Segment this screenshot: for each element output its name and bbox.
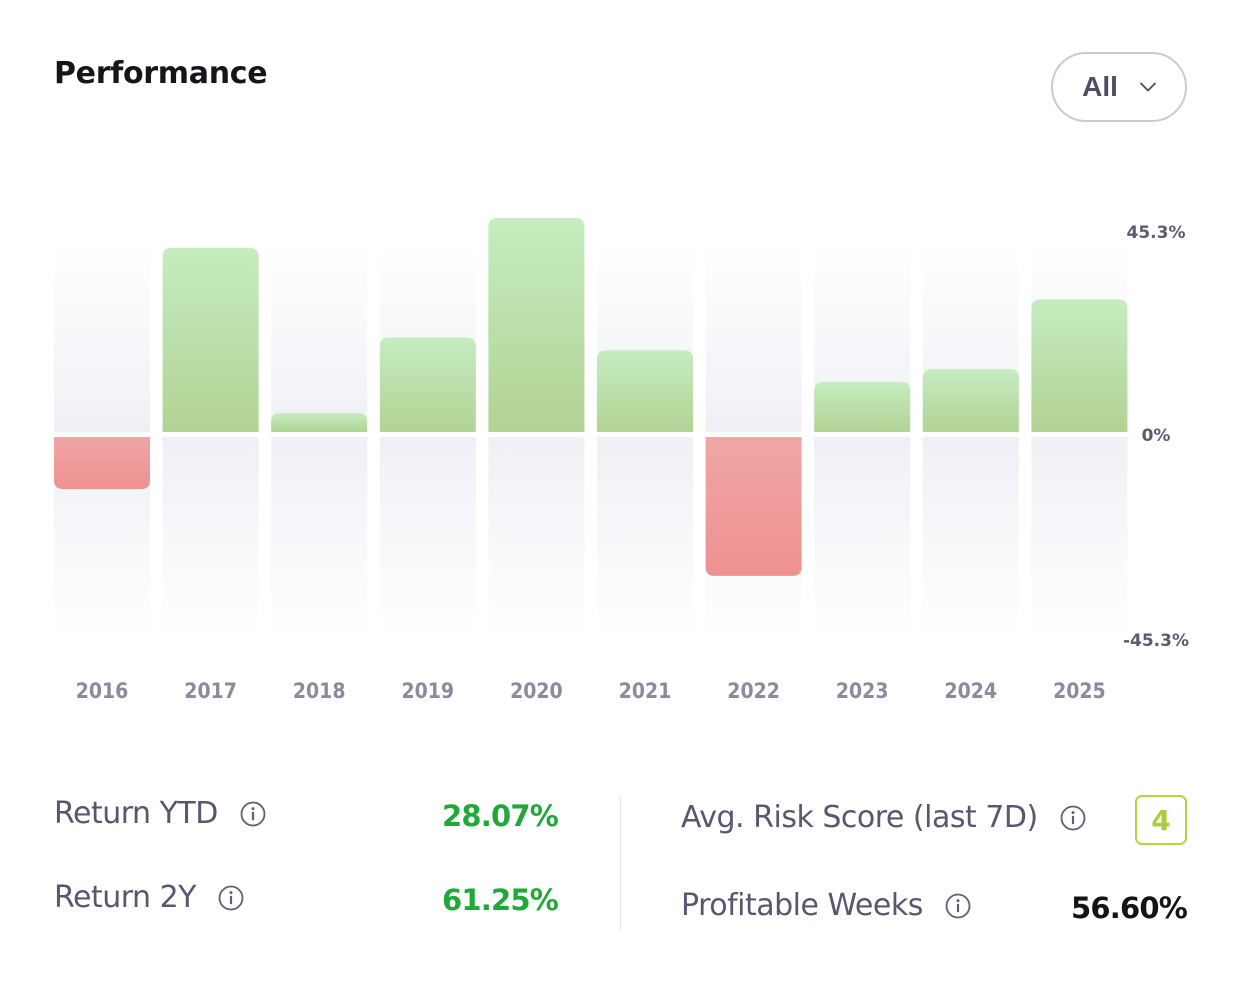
y-tick-label: 45.3% bbox=[1127, 223, 1186, 243]
x-tick-label: 2021 bbox=[619, 679, 672, 703]
bar-track-lower bbox=[379, 437, 476, 640]
bar-track-upper bbox=[54, 240, 150, 432]
range-select[interactable]: All bbox=[1051, 52, 1187, 122]
bar-2023[interactable] bbox=[814, 381, 911, 432]
info-icon[interactable] bbox=[218, 885, 244, 911]
x-tick-label: 2020 bbox=[510, 679, 563, 703]
bar-2019[interactable] bbox=[379, 337, 476, 432]
stat-risk-score-label: Avg. Risk Score (last 7D) bbox=[681, 800, 1086, 835]
stat-return-ytd-value: 28.07% bbox=[442, 799, 559, 833]
bar-track-lower bbox=[1031, 437, 1128, 640]
bar-track-upper bbox=[705, 240, 802, 432]
bar-2017[interactable] bbox=[162, 247, 259, 432]
bar-2021[interactable] bbox=[597, 350, 693, 432]
bar-track-lower bbox=[271, 437, 368, 640]
risk-score-badge: 4 bbox=[1135, 795, 1187, 845]
bar-track-lower bbox=[162, 437, 259, 640]
stat-return-2y-label: Return 2Y bbox=[54, 880, 244, 915]
bar-track-lower bbox=[597, 437, 693, 640]
bar-track-lower bbox=[922, 437, 1019, 640]
info-icon[interactable] bbox=[945, 893, 971, 919]
x-tick-label: 2023 bbox=[836, 679, 889, 703]
stat-label-text: Return 2Y bbox=[54, 880, 197, 915]
x-tick-label: 2016 bbox=[76, 679, 129, 703]
stats-divider bbox=[620, 796, 621, 930]
bar-track-upper bbox=[271, 240, 368, 432]
stat-label-text: Profitable Weeks bbox=[681, 888, 923, 923]
bar-track-lower bbox=[814, 437, 911, 640]
x-tick-label: 2024 bbox=[945, 679, 998, 703]
bar-2020[interactable] bbox=[488, 218, 585, 432]
bar-2025[interactable] bbox=[1031, 299, 1128, 432]
x-tick-label: 2025 bbox=[1053, 679, 1106, 703]
bar-2022[interactable] bbox=[705, 437, 802, 576]
stat-return-2y-value: 61.25% bbox=[442, 883, 559, 917]
info-icon[interactable] bbox=[1060, 805, 1086, 831]
x-tick-label: 2019 bbox=[402, 679, 455, 703]
stat-profitable-weeks-label: Profitable Weeks bbox=[681, 888, 971, 923]
bar-2018[interactable] bbox=[271, 413, 368, 432]
stat-label-text: Avg. Risk Score (last 7D) bbox=[681, 800, 1038, 835]
bar-2024[interactable] bbox=[922, 369, 1019, 432]
performance-bar-chart: 45.3% 0% -45.3% 2016 2017 2018 2019 2020 2021 20… bbox=[54, 218, 1189, 703]
chevron-down-icon bbox=[1139, 82, 1156, 92]
x-tick-label: 2018 bbox=[293, 679, 346, 703]
x-tick-label: 2017 bbox=[184, 679, 237, 703]
page-title: Performance bbox=[54, 56, 268, 91]
stat-profitable-weeks-value: 56.60% bbox=[1071, 891, 1188, 925]
x-tick-label: 2022 bbox=[727, 679, 780, 703]
stat-label-text: Return YTD bbox=[54, 796, 218, 831]
bar-2016[interactable] bbox=[54, 437, 150, 489]
range-select-value: All bbox=[1082, 71, 1118, 102]
y-tick-label: -45.3% bbox=[1123, 631, 1189, 651]
y-tick-label: 0% bbox=[1142, 426, 1171, 446]
info-icon[interactable] bbox=[240, 801, 266, 827]
stat-return-ytd-label: Return YTD bbox=[54, 796, 266, 831]
bar-track-lower bbox=[488, 437, 585, 640]
